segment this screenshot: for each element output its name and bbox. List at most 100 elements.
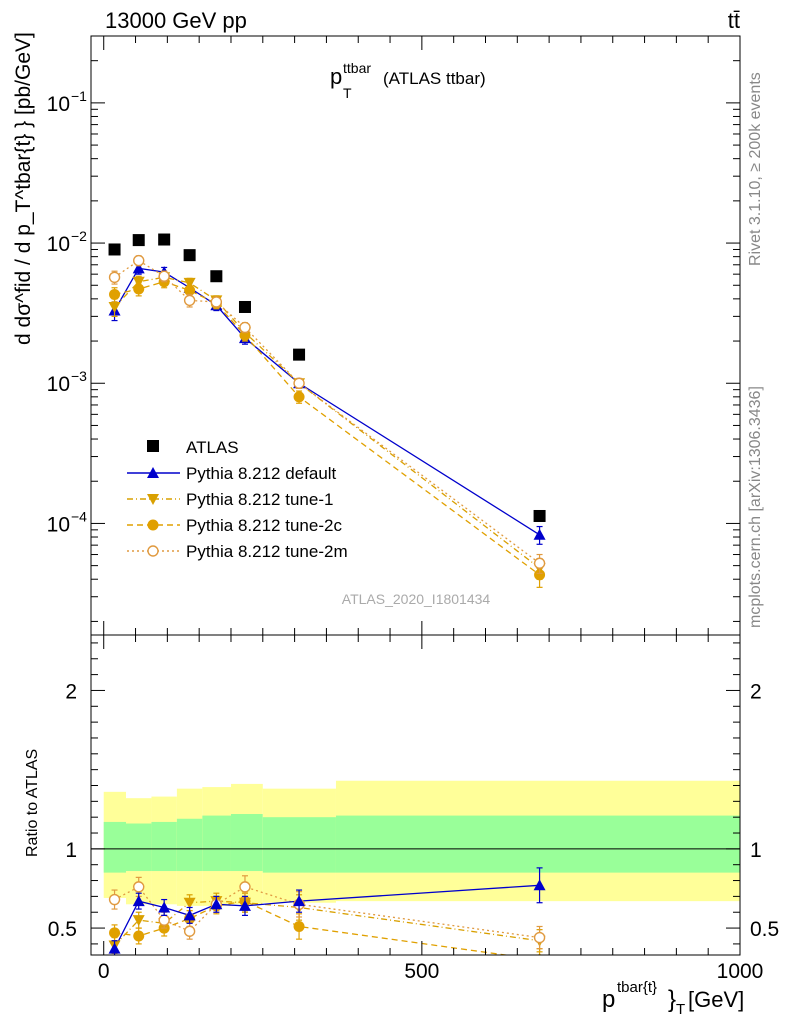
ratio-line-default [113,884,540,949]
main-y-tick-exp-3: −4 [71,508,87,524]
legend-label-tune1: Pythia 8.212 tune-1 [186,490,333,509]
main-point-tune2m-5 [239,321,251,334]
legend-entry-atlas: ATLAS [147,438,239,457]
legend-marker-tune2c [147,519,159,531]
main-y-tick-exp-0: −1 [71,88,87,104]
legend-label-tune2c: Pythia 8.212 tune-2c [186,516,342,535]
main-point-atlas-3 [183,249,196,262]
ratio-point-default-7 [533,879,546,891]
main-y-tick-exp-1: −2 [71,228,87,244]
ratio-point-tune1-1 [132,915,145,927]
title-sup: ttbar [343,60,371,76]
ratio-y-tick-label-left-2: 2 [65,680,77,703]
main-point-tune2c-7 [534,569,546,581]
main-y-tick-exp-2: −3 [71,368,87,384]
x-label-after: } [668,986,676,1013]
ratio-band-green-5 [230,814,263,872]
legend-entry-default: Pythia 8.212 default [127,464,337,483]
main-point-tune2m-7 [533,557,546,569]
ratio-line-tune2c [114,900,510,955]
main-panel: 10−110−210−310−4 p T ttbar (ATLAS ttbar)… [12,32,741,636]
energy-label: 13000 GeV pp [105,8,247,33]
plot-title: p T ttbar (ATLAS ttbar) [330,60,486,101]
main-point-atlas-1 [132,234,145,247]
title-rest: (ATLAS ttbar) [383,69,486,88]
ratio-band-green-0 [103,821,126,873]
ratio-band-green-3 [176,818,203,872]
x-label-sup: tbar{t} [617,979,657,996]
main-point-tune1-0 [108,301,121,313]
main-point-tune1-1 [132,276,145,288]
main-point-tune2c-0 [109,288,121,300]
main-point-tune2m-0 [108,271,121,283]
ratio-point-tune2m-0 [108,893,121,906]
ratio-point-default-1 [132,895,145,907]
x-axis-label: p tbar{t} } T [GeV] [602,979,744,1018]
main-point-tune2m-2 [158,270,170,282]
title-main: p [330,64,342,89]
ratio-x-tick-label-0: 0 [98,960,110,983]
legend-marker-atlas [147,440,159,452]
ratio-point-tune2m-3 [183,925,196,937]
main-point-atlas-6 [293,348,306,361]
ratio-band-green-2 [151,821,177,872]
legend-label-default: Pythia 8.212 default [186,464,337,483]
ratio-point-tune2m-2 [158,914,170,926]
ratio-point-tune2c-6 [293,920,305,932]
main-point-atlas-2 [158,233,171,246]
ratio-y-tick-label-left-0: 0.5 [48,918,77,941]
main-point-atlas-7 [533,509,546,522]
legend-entry-tune2m: Pythia 8.212 tune-2m [127,542,348,561]
rivet-label: Rivet 3.1.10, ≥ 200k events [747,72,764,266]
analysis-watermark: ATLAS_2020_I1801434 [342,591,491,607]
legend: ATLAS Pythia 8.212 default Pythia 8.212 … [127,438,348,561]
legend-label-atlas: ATLAS [186,438,239,457]
process-label: tt̄ [728,8,740,33]
ratio-x-tick-label-1: 500 [404,960,439,983]
ratio-point-default-3 [183,909,196,921]
ratio-point-tune2m-1 [133,881,145,893]
ratio-point-tune2m-5 [239,881,251,893]
main-point-tune2c-1 [133,283,145,295]
x-label-unit: [GeV] [688,987,744,1012]
main-point-tune2c-3 [184,284,196,296]
main-point-tune2m-4 [210,296,223,308]
main-point-default-1 [132,262,145,274]
ratio-y-tick-label-right-2: 2 [750,680,762,703]
main-point-tune2c-6 [293,391,305,403]
ratio-band-green-1 [125,823,152,872]
ratio-point-default-2 [158,901,171,913]
main-point-atlas-5 [238,300,251,313]
ratio-y-tick-label-right-0: 0.5 [750,918,779,941]
main-y-tick-label-2: 10 [47,373,70,396]
ratio-y-tick-label-right-1: 1 [750,839,762,862]
main-y-tick-label-0: 10 [47,93,70,116]
main-point-atlas-4 [210,270,223,283]
main-point-default-7 [533,528,546,540]
ratio-line-tune1 [114,900,540,946]
main-point-tune2m-1 [133,254,145,267]
ratio-point-tune2c-1 [133,930,145,942]
ratio-point-tune1-3 [183,897,196,909]
ratio-point-default-4 [210,898,223,910]
legend-marker-tune2m [147,545,159,557]
ratio-point-tune2c-0 [109,927,121,939]
x-label-main: p [602,986,615,1013]
main-y-tick-label-1: 10 [47,233,70,256]
legend-label-tune2m: Pythia 8.212 tune-2m [186,542,348,561]
legend-marker-default [147,467,159,478]
main-line-tune2c [114,281,540,576]
ratio-x-tick-label-2: 1000 [717,960,764,983]
ratio-panel: 0.5 0.5 1 1 2 2 0 500 1000 Ratio to ATLAS p tbar… [24,634,779,1018]
ratio-point-tune2c-7 [536,954,543,955]
ratio-band-green-7 [335,815,740,873]
ratio-point-default-6 [293,895,306,907]
main-line-tune1 [114,276,540,569]
ratio-point-default-5 [238,899,251,911]
legend-entry-tune2c: Pythia 8.212 tune-2c [127,516,342,535]
ratio-point-default-0 [108,942,121,954]
main-point-tune2m-6 [293,377,305,389]
ratio-band-green-6 [262,817,336,873]
ratio-y-label: Ratio to ATLAS [24,749,41,857]
